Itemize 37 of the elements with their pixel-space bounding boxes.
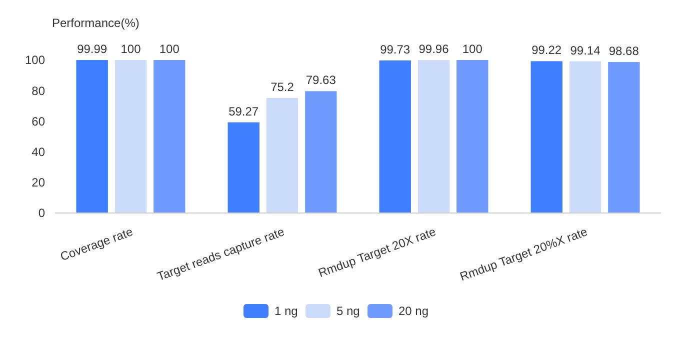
bar: [228, 122, 260, 213]
y-tick-label: 100: [24, 53, 46, 68]
bar: [456, 60, 488, 213]
bar: [530, 61, 562, 213]
bar: [379, 60, 411, 213]
legend-label: 1 ng: [274, 304, 298, 318]
bar: [418, 60, 450, 213]
data-label: 99.14: [570, 43, 601, 58]
data-label: 99.73: [380, 42, 410, 56]
data-label: 100: [120, 42, 142, 56]
x-tick-label: Target reads capture rate: [155, 224, 286, 284]
x-tick-label: Rmdup Target 20X rate: [316, 224, 438, 280]
y-axis-title: Performance(%): [52, 16, 140, 30]
bar: [266, 98, 298, 213]
data-label: 99.96: [418, 42, 450, 56]
legend-label: 20 ng: [398, 304, 429, 318]
y-tick-label: 40: [32, 145, 46, 159]
data-label: 100: [462, 42, 483, 56]
data-label: 59.27: [228, 104, 259, 118]
data-label: 100: [159, 42, 180, 56]
data-label: 99.99: [77, 42, 108, 56]
data-label: 98.68: [608, 44, 640, 58]
bar: [569, 61, 602, 213]
bar: [76, 60, 108, 213]
bar: [154, 60, 186, 213]
data-label: 75.2: [270, 80, 294, 94]
y-tick-label: 20: [32, 176, 46, 190]
legend-label: 5 ng: [336, 304, 360, 318]
bar: [114, 60, 147, 213]
bar: [608, 62, 640, 213]
data-label: 79.63: [306, 73, 336, 88]
y-tick-label: 80: [32, 84, 46, 98]
y-tick-label: 0: [38, 206, 46, 220]
data-label: 99.22: [532, 43, 562, 58]
x-tick-label: Rmdup Target 20%X rate: [458, 224, 590, 284]
y-tick-label: 60: [32, 114, 46, 128]
bar: [305, 91, 337, 213]
